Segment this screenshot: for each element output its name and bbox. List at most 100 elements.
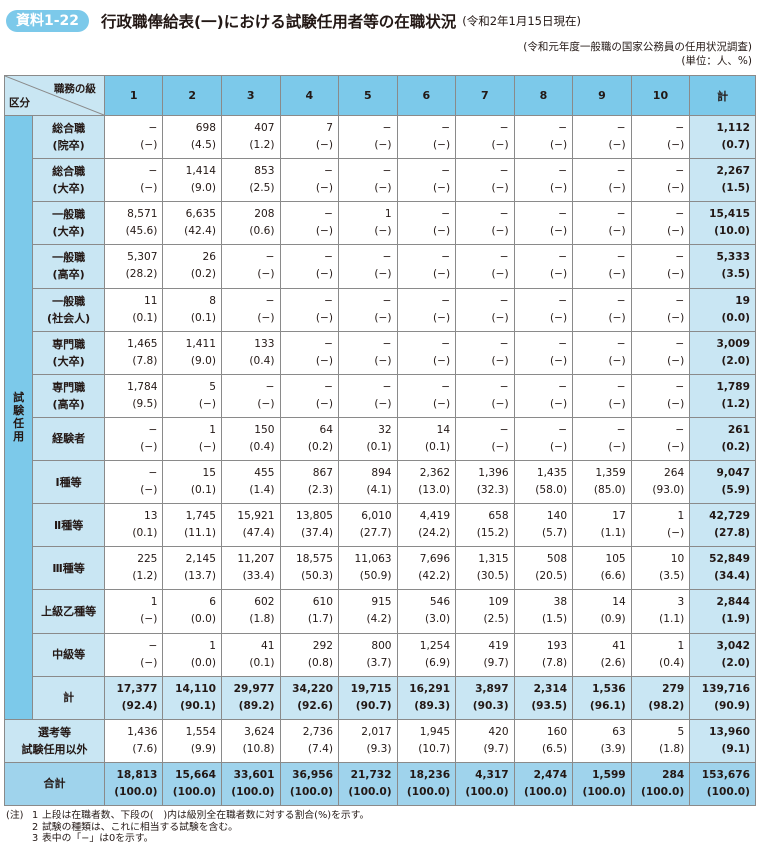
percent-value: (−) [315,311,334,324]
percent-value: (45.6) [125,225,158,238]
percent-value: (7.4) [307,742,334,755]
data-cell: 800 (3.7) [338,632,398,677]
percent-value: (1.2) [721,397,750,410]
count-value: 1 [209,423,216,436]
percent-value: (6.5) [542,742,568,755]
count-value: − [324,294,334,307]
count-value: 41 [261,639,275,652]
data-cell: 19,715 (90.7) [338,675,398,720]
count-value: 225 [137,553,158,566]
row-label-line: 総合職 [52,122,86,136]
percent-value: (−) [550,139,568,152]
count-value: 21,732 [350,768,392,781]
data-cell: − (−) [630,287,691,332]
footnote-text: 上段は在職者数、下段の( )内は級別全在職者数に対する割合(%)を示す。 [42,810,370,821]
data-cell: 7,696 (42.2) [396,546,457,591]
percent-value: (−) [550,354,568,367]
data-cell: − (−) [396,244,457,289]
percent-value: (50.9) [359,570,392,583]
percent-value: (−) [257,311,275,324]
percent-value: (92.6) [297,699,334,712]
data-cell: 1,436 (7.6) [103,718,164,763]
percent-value: (2.0) [721,656,750,669]
count-value: 4,317 [475,768,509,781]
data-cell: 284 (100.0) [630,761,691,807]
row-label: 一般職 (社会人) [32,287,105,332]
data-cell: 3,624 (10.8) [220,718,281,763]
footnote-text: 試験の種類は、これに相当する試験を含む。 [42,821,238,833]
data-cell: − (−) [338,244,398,289]
data-cell: 3 (1.1) [630,589,691,634]
count-value: − [382,122,392,135]
percent-value: (−) [667,225,685,238]
percent-value: (100.0) [706,785,750,798]
percent-value: (1.2) [249,139,275,152]
percent-value: (0.4) [249,440,275,453]
percent-value: (85.0) [593,484,626,497]
row-label: 合計 [4,761,105,807]
percent-value: (−) [491,225,509,238]
count-value: 17,377 [116,682,158,695]
count-value: 105 [605,553,626,566]
count-value: 2,017 [361,725,392,738]
data-cell: 18,236 (100.0) [396,761,457,807]
data-cell: − (−) [338,330,398,375]
data-cell: − (−) [513,201,574,246]
row-label-line: Ⅲ種等 [52,561,85,575]
data-cell: − (−) [572,244,632,289]
row-label: 計 [32,675,105,720]
data-cell: 7 (−) [279,114,340,160]
count-value: − [499,337,509,350]
percent-value: (−) [257,268,275,281]
data-cell: 34,220 (92.6) [279,675,340,720]
count-value: − [441,294,451,307]
percent-value: (−) [550,182,568,195]
percent-value: (0.0) [721,311,750,324]
percent-value: (−) [667,527,685,540]
count-value: 193 [546,639,568,652]
count-value: 41 [612,639,626,652]
count-value: 140 [546,510,568,523]
count-value: 32 [378,423,392,436]
percent-value: (4.2) [366,613,392,626]
data-cell: 17 (1.1) [572,503,632,548]
percent-value: (3.5) [659,570,685,583]
total-cell: 13,960 (9.1) [689,718,756,763]
count-value: 894 [371,467,392,480]
footnote-1: (注) 1 上段は在職者数、下段の( )内は級別全在職者数に対する割合(%)を示… [6,810,369,822]
percent-value: (2.3) [307,484,334,497]
percent-value: (47.4) [242,527,275,540]
row-label-line: 選考等 [37,725,71,739]
count-value: 14,110 [175,682,216,695]
count-value: 1 [677,510,685,523]
footnote-number: 2 [32,821,39,833]
column-header: 5 [338,75,398,116]
count-value: − [499,294,509,307]
count-value: 3 [677,596,685,609]
percent-value: (100.0) [348,785,392,798]
data-cell: − (−) [338,114,398,160]
row-label-line: (大卒) [52,354,85,368]
row-label-line: (社会人) [47,311,91,325]
data-cell: − (−) [103,114,164,160]
count-value: 6,010 [361,510,392,523]
percent-value: (9.7) [483,742,509,755]
corner-header: 職務の級 区分 [4,75,105,116]
count-value: 64 [319,423,334,436]
column-header: 10 [630,75,691,116]
data-cell: 1,254 (6.9) [396,632,457,677]
count-value: 1,599 [592,768,626,781]
data-cell: 1,536 (96.1) [572,675,632,720]
count-value: 14 [612,596,626,609]
percent-value: (0.4) [659,656,685,669]
data-cell: 602 (1.8) [220,589,281,634]
group-label-char: 任 [13,417,25,431]
data-cell: − (−) [572,201,632,246]
count-value: 7,696 [419,553,451,566]
unit-note: (単位：人、%) [681,55,752,67]
percent-value: (1.5) [721,182,750,195]
percent-value: (−) [608,397,626,410]
percent-value: (100.0) [172,785,216,798]
count-value: − [441,380,451,393]
count-value: 279 [662,682,685,695]
